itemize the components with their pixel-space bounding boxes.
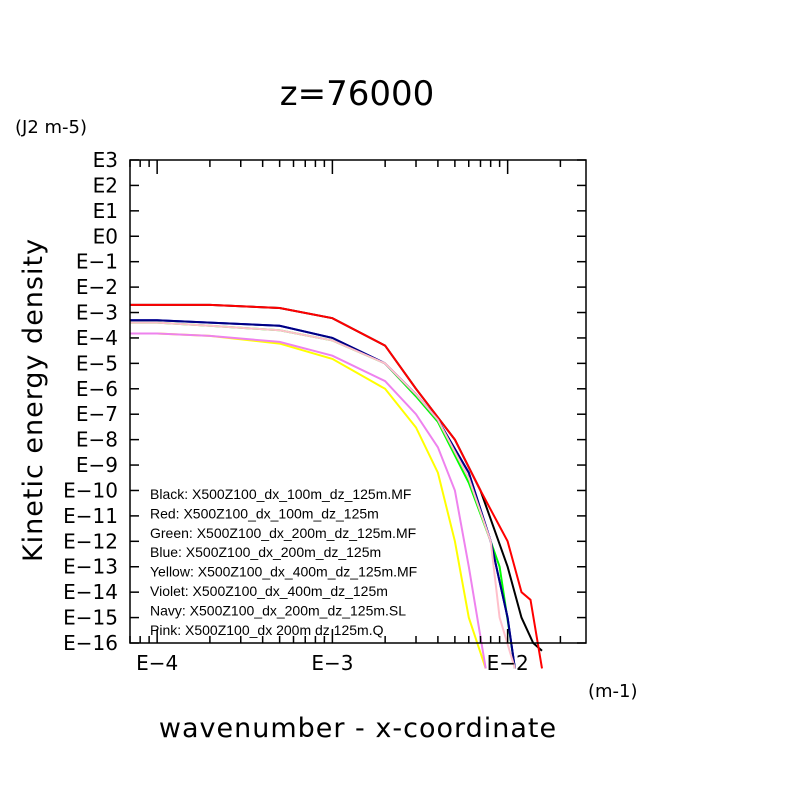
y-tick-label: E−4 xyxy=(76,326,118,350)
x-axis-label: wavenumber - x-coordinate xyxy=(159,713,557,744)
legend-entry: Blue: X500Z100_dx_200m_dz_125m xyxy=(150,544,381,560)
y-axis-label: Kinetic energy density xyxy=(18,238,49,562)
y-tick-label: E−5 xyxy=(76,351,118,375)
y-tick-label: E−8 xyxy=(76,428,118,452)
y-tick-label: E−3 xyxy=(76,301,118,325)
x-tick-label: E−4 xyxy=(136,651,178,675)
y-tick-label: E3 xyxy=(93,148,118,172)
y-tick-label: E1 xyxy=(93,199,118,223)
legend-entry: Violet: X500Z100_dx_400m_dz_125m xyxy=(150,583,388,599)
legend-entry: Navy: X500Z100_dx_200m_dz_125m.SL xyxy=(150,602,406,618)
plot-frame xyxy=(129,159,587,644)
x-unit-label: (m-1) xyxy=(588,681,638,702)
y-unit-label: (J2 m-5) xyxy=(15,117,87,138)
y-tick-label: E−12 xyxy=(63,529,118,553)
legend: Black: X500Z100_dx_100m_dz_125m.MF Red: X… xyxy=(150,486,417,638)
legend-entry: Pink: X500Z100_dx 200m dz 125m.Q xyxy=(150,622,384,638)
ticks-layer xyxy=(129,159,586,644)
chart-title: z=76000 xyxy=(280,74,435,114)
y-tick-label: E−13 xyxy=(63,555,118,579)
legend-entry: Green: X500Z100_dx_200m_dz_125m.MF xyxy=(150,525,416,541)
y-tick-label: E−16 xyxy=(63,631,118,655)
y-tick-label: E−14 xyxy=(63,580,118,604)
x-tick-labels: E−4 E−3 E−2 xyxy=(136,651,529,675)
y-tick-label: E−2 xyxy=(76,275,118,299)
y-tick-label: E−10 xyxy=(63,478,118,502)
y-tick-label: E−15 xyxy=(63,606,118,630)
legend-entry: Yellow: X500Z100_dx_400m_dz_125m.MF xyxy=(150,564,417,580)
series-line-2 xyxy=(130,303,543,669)
series-line-6 xyxy=(130,332,487,669)
series-line-8 xyxy=(130,321,516,669)
y-tick-label: E−9 xyxy=(76,453,118,477)
legend-entry: Black: X500Z100_dx_100m_dz_125m.MF xyxy=(150,486,411,502)
series-layer xyxy=(130,303,543,669)
y-tick-label: E−1 xyxy=(76,250,118,274)
y-tick-label: E−7 xyxy=(76,402,118,426)
y-tick-labels: E3E2E1E0E−1E−2E−3E−4E−5E−6E−7E−8E−9E−10E… xyxy=(63,148,118,655)
x-tick-label: E−2 xyxy=(487,651,529,675)
legend-entry: Red: X500Z100_dx_100m_dz_125m xyxy=(150,505,379,521)
x-tick-label: E−3 xyxy=(311,651,353,675)
y-tick-label: E2 xyxy=(93,173,118,197)
y-tick-label: E0 xyxy=(93,224,118,248)
y-tick-label: E−11 xyxy=(63,504,118,528)
y-tick-label: E−6 xyxy=(76,377,118,401)
